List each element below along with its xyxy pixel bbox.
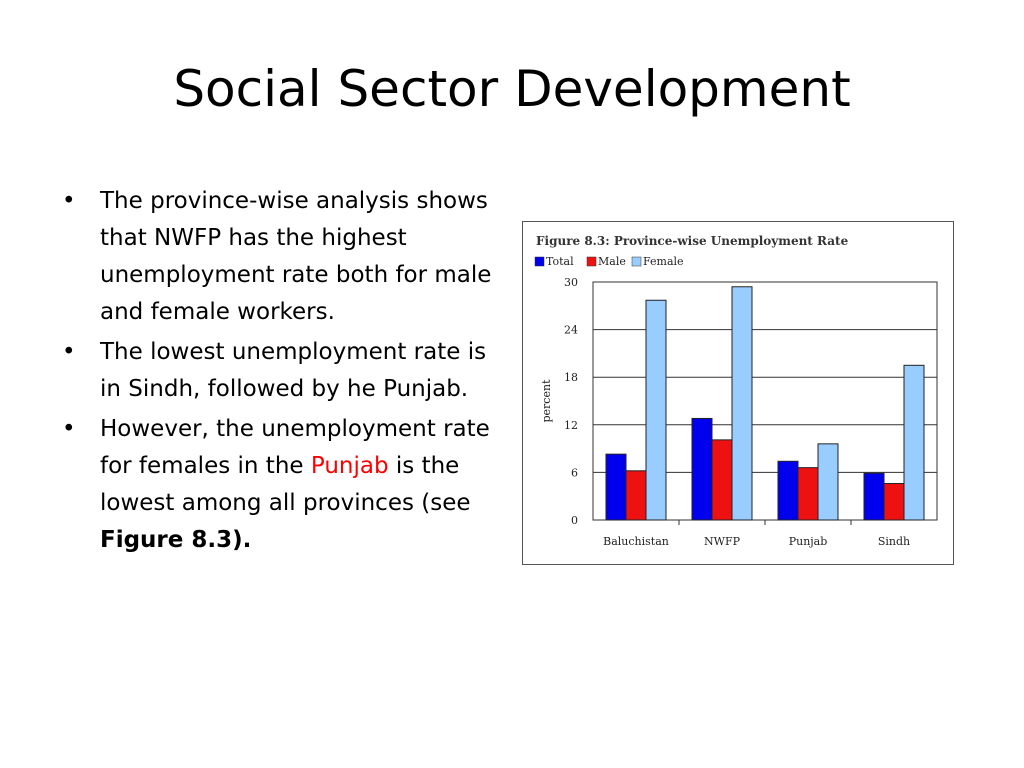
bullet-text: However, the unemployment rate for femal… [100, 416, 490, 479]
x-tick-label: Sindh [878, 535, 910, 548]
highlight-punjab: Punjab [310, 453, 389, 479]
bar-total-sindh [863, 472, 885, 521]
bar-total-baluchistan [605, 453, 627, 521]
bullet-dot-icon: • [62, 416, 76, 442]
x-tick-label: NWFP [704, 535, 741, 548]
bar-male-nwfp [711, 439, 733, 521]
bullet-list: • The province-wise analysis shows that N… [60, 183, 500, 562]
y-tick-label: 6 [571, 466, 578, 479]
bullet-text: The province-wise analysis shows that NW… [100, 188, 492, 325]
legend-label-female: Female [643, 255, 684, 268]
bar-female-nwfp [731, 286, 753, 521]
bullet-dot-icon: • [62, 339, 76, 365]
y-tick-label: 30 [564, 276, 578, 289]
legend-swatch-total [534, 256, 545, 267]
chart-figure: Figure 8.3: Province-wise Unemployment R… [522, 221, 954, 565]
legend-label-male: Male [598, 255, 626, 268]
bar-female-sindh [903, 364, 925, 521]
bar-female-punjab [817, 443, 839, 521]
bar-male-sindh [883, 483, 905, 521]
bullet-item: • The province-wise analysis shows that N… [60, 183, 500, 331]
chart-title: Figure 8.3: Province-wise Unemployment R… [536, 234, 849, 248]
bar-total-nwfp [691, 417, 713, 521]
legend-swatch-male [586, 256, 597, 267]
bullet-item: • The lowest unemployment rate is in Sind… [60, 334, 500, 408]
bar-chart: Figure 8.3: Province-wise Unemployment R… [534, 234, 938, 548]
x-tick-label: Punjab [789, 535, 828, 548]
x-tick-label: Baluchistan [603, 535, 669, 548]
slide-title: Social Sector Development [173, 60, 851, 118]
legend-label-total: Total [546, 255, 574, 268]
y-tick-label: 18 [564, 371, 578, 384]
bullet-text: The lowest unemployment rate is in Sindh… [100, 339, 487, 402]
figure-reference: Figure 8.3). [100, 527, 252, 553]
y-tick-label: 12 [564, 419, 578, 432]
y-tick-label: 0 [571, 514, 578, 527]
bar-total-punjab [777, 460, 799, 521]
bullet-dot-icon: • [62, 188, 76, 214]
bullet-item: • However, the unemployment rate for fema… [60, 411, 500, 559]
bar-male-punjab [797, 467, 819, 521]
bar-male-baluchistan [625, 470, 647, 521]
bullet-text: is the lowest among all provinces (see [100, 453, 471, 516]
legend-swatch-female [631, 256, 642, 267]
y-tick-label: 24 [564, 324, 578, 337]
y-axis-label: percent [540, 379, 553, 423]
bar-female-baluchistan [645, 299, 667, 521]
